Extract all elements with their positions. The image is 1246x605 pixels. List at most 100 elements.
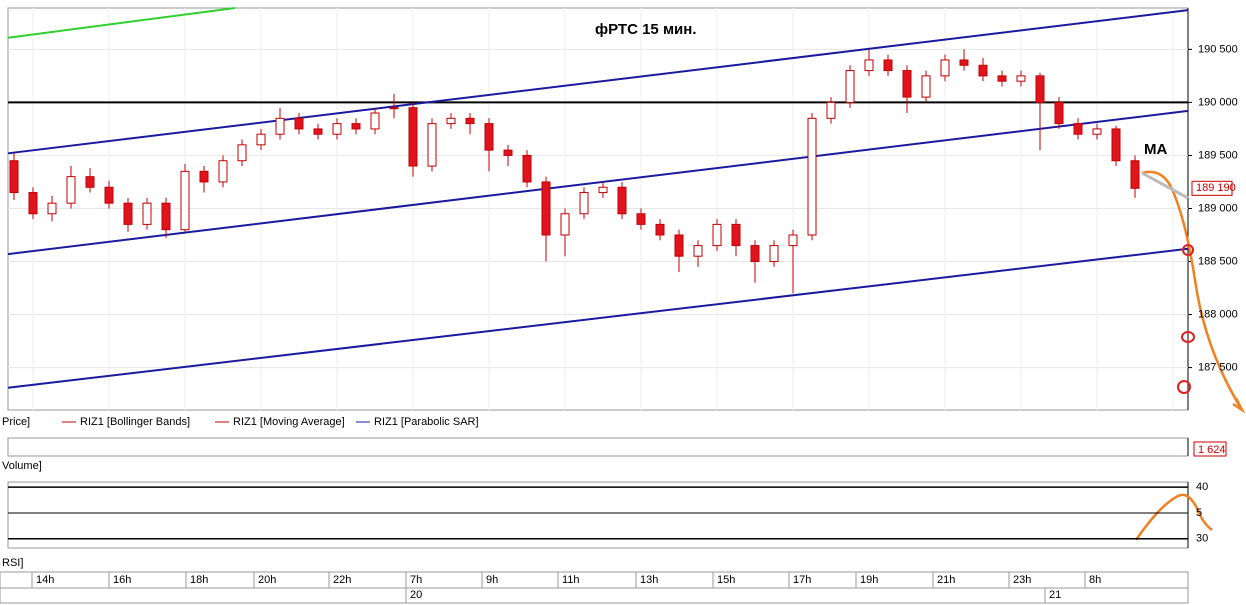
time-label: 7h <box>410 574 422 586</box>
volume-title: Volume] <box>2 460 42 472</box>
time-label: 9h <box>486 574 498 586</box>
candle-body <box>408 107 418 167</box>
candle-body <box>617 186 627 215</box>
date-label: 20 <box>410 589 422 601</box>
candle-body <box>826 101 836 119</box>
legend-entry: RIZ1 [Bollinger Bands] <box>80 416 190 428</box>
candle-body <box>199 170 209 183</box>
ma-highlight <box>1141 171 1189 200</box>
green-line <box>7 7 236 39</box>
candle-body <box>484 123 494 151</box>
candle-body <box>123 202 133 225</box>
date-axis <box>0 587 1189 604</box>
time-label: 14h <box>36 574 54 586</box>
candle-body <box>503 149 513 156</box>
candle-body <box>104 186 114 204</box>
time-label: 20h <box>258 574 276 586</box>
candle-body <box>370 112 380 130</box>
candle-body <box>864 59 874 72</box>
candle-body <box>1130 160 1140 189</box>
candle-body <box>161 202 171 231</box>
candle-body <box>218 160 228 183</box>
marks <box>7 7 1189 389</box>
last-price-label: 189 190 <box>1196 182 1236 194</box>
candle-body <box>294 117 304 130</box>
date-label: 21 <box>1049 589 1061 601</box>
target-circle <box>1182 244 1194 256</box>
candle-body <box>1092 128 1102 135</box>
candle-body <box>1016 75 1026 82</box>
time-axis <box>0 571 1189 589</box>
candle-body <box>465 117 475 125</box>
rsi-tick-label: 5 <box>1196 507 1202 519</box>
candle-body <box>978 64 988 77</box>
candle-body <box>427 123 437 167</box>
y-tick-label: 188 000 <box>1198 308 1238 320</box>
candle-body <box>750 245 760 263</box>
candle-body <box>940 59 950 77</box>
volume-label: 1 624 <box>1198 444 1226 456</box>
legend-bar <box>0 412 1246 430</box>
y-tick-label: 190 000 <box>1198 96 1238 108</box>
candle-body <box>731 223 741 247</box>
y-tick-label: 188 500 <box>1198 255 1238 267</box>
candle-body <box>275 117 285 135</box>
candle-body <box>66 176 76 204</box>
candle-body <box>389 107 399 110</box>
channel-line <box>7 247 1189 389</box>
candle-body <box>237 144 247 162</box>
candle-body <box>560 213 570 236</box>
candle-body <box>902 70 912 98</box>
candle-body <box>845 70 855 103</box>
legend-entry: RIZ1 [Parabolic SAR] <box>374 416 479 428</box>
candle-body <box>674 234 684 257</box>
time-label: 17h <box>793 574 811 586</box>
candle-body <box>655 223 665 236</box>
time-label: 18h <box>190 574 208 586</box>
candle-body <box>351 123 361 130</box>
candle-body <box>1111 128 1121 162</box>
time-label: 22h <box>333 574 351 586</box>
candle-body <box>142 202 152 225</box>
candle-body <box>997 75 1007 82</box>
candle-body <box>313 128 323 135</box>
rsi-title: RSI] <box>2 557 23 569</box>
ma-annotation: MA <box>1144 141 1167 158</box>
candle-body <box>522 154 532 183</box>
candle-body <box>959 59 969 66</box>
candle-body <box>883 59 893 72</box>
time-label: 19h <box>860 574 878 586</box>
time-label: 23h <box>1013 574 1031 586</box>
candle-body <box>769 245 779 263</box>
time-label: 8h <box>1089 574 1101 586</box>
time-label: 15h <box>717 574 735 586</box>
rsi-tick-label: 40 <box>1196 481 1208 493</box>
time-label: 16h <box>113 574 131 586</box>
candle-body <box>1035 75 1045 103</box>
candle-body <box>807 117 817 236</box>
volume-box <box>1193 441 1227 457</box>
candle-body <box>788 234 798 247</box>
candle-body <box>1054 101 1064 125</box>
target-circle <box>1181 331 1195 343</box>
legend-entry: Price] <box>2 416 30 428</box>
candle-body <box>636 213 646 225</box>
candle-body <box>9 160 19 194</box>
arrow-head <box>1232 397 1246 414</box>
channel-line <box>7 109 1189 256</box>
y-tick-label: 190 500 <box>1198 43 1238 55</box>
candle-body <box>921 75 931 98</box>
candle-body <box>446 117 456 125</box>
candle-body <box>256 133 266 146</box>
time-label: 11h <box>562 574 580 586</box>
candle-body <box>712 223 722 247</box>
candle-body <box>541 181 551 236</box>
legend-entry: RIZ1 [Moving Average] <box>233 416 345 428</box>
candle-body <box>28 192 38 215</box>
target-circle <box>1177 380 1191 394</box>
candle-body <box>598 186 608 194</box>
time-label: 13h <box>640 574 658 586</box>
channel-line <box>7 9 1189 155</box>
chart-title: фРТС 15 мин. <box>595 21 697 38</box>
